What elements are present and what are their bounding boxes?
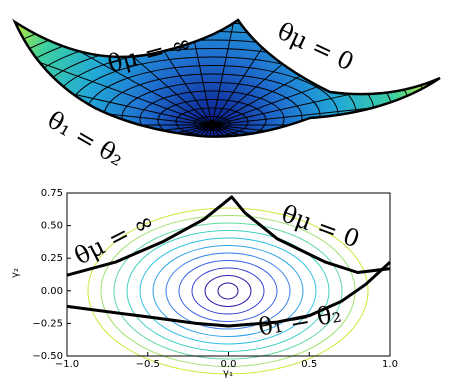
x-tick-label: −0.5 bbox=[136, 359, 160, 370]
contour bbox=[139, 237, 317, 345]
contour bbox=[217, 282, 239, 300]
mesh-line bbox=[15, 20, 213, 126]
contour bbox=[178, 260, 278, 322]
x-tick-label: 1.0 bbox=[382, 359, 398, 370]
mesh-ring bbox=[139, 90, 285, 137]
x-tick-label: 0.5 bbox=[301, 359, 317, 370]
contour bbox=[165, 252, 291, 330]
y-tick-label: 0.75 bbox=[41, 188, 63, 199]
mesh-line bbox=[211, 124, 440, 137]
y-tick-label: 0.50 bbox=[41, 221, 63, 232]
contour bbox=[152, 245, 304, 337]
plot-frame bbox=[66, 192, 391, 357]
contour bbox=[191, 267, 265, 315]
contour bbox=[204, 275, 252, 307]
contour bbox=[113, 222, 343, 360]
x-tick-label: 0.0 bbox=[221, 359, 237, 370]
mesh-line bbox=[211, 124, 440, 137]
contour bbox=[87, 207, 369, 375]
y-tick-label: −0.50 bbox=[32, 351, 63, 362]
y-tick-label: 0.25 bbox=[41, 253, 63, 264]
boundary-line bbox=[66, 195, 391, 277]
boundary-line bbox=[66, 260, 392, 328]
y-tick-label: −0.25 bbox=[32, 318, 63, 329]
y-axis-label: γ₂ bbox=[10, 268, 21, 278]
x-tick-label: −1.0 bbox=[55, 359, 79, 370]
mesh-ring bbox=[157, 99, 267, 137]
x-axis-label: γ₁ bbox=[223, 368, 233, 379]
contours bbox=[87, 207, 369, 375]
mesh-line bbox=[211, 20, 255, 126]
contour-plot: −1.0 −0.5 0.0 0.5 1.0 −0.50 −0.25 0.00 0.25 0.50 0… bbox=[32, 188, 398, 375]
contour bbox=[126, 230, 330, 352]
mesh-ring bbox=[121, 82, 303, 137]
mesh-ring bbox=[193, 116, 231, 131]
y-tick-label: 0.00 bbox=[41, 286, 63, 297]
